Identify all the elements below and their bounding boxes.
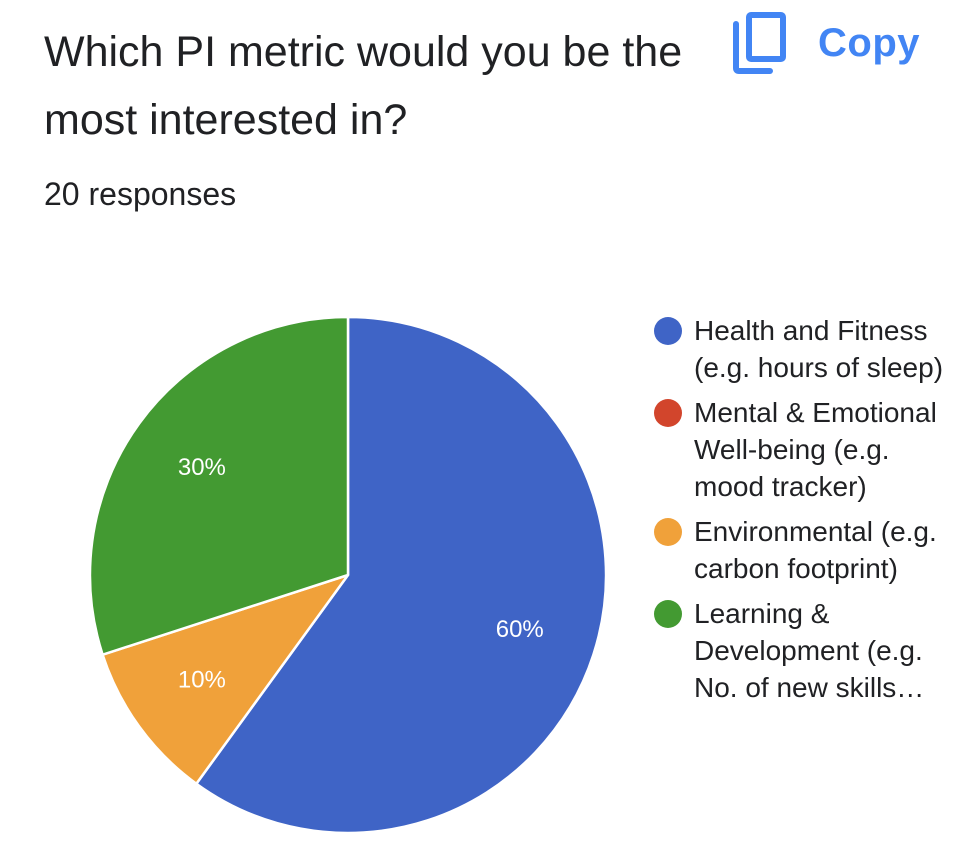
response-count: 20 responses — [44, 176, 237, 212]
chart-legend: Health and Fitness (e.g. hours of sleep)… — [652, 312, 952, 714]
legend-swatch-icon — [654, 399, 682, 427]
legend-item-2[interactable]: Environmental (e.g. carbon footprint) — [652, 513, 952, 587]
slice-label-3: 30% — [178, 454, 226, 481]
legend-label: Learning & Development (e.g. No. of new … — [694, 598, 925, 703]
copy-button[interactable]: Copy — [732, 10, 920, 76]
slice-label-2: 10% — [178, 666, 226, 693]
legend-item-3[interactable]: Learning & Development (e.g. No. of new … — [652, 595, 952, 706]
question-title: Which PI metric would you be the most in… — [44, 28, 683, 144]
legend-item-0[interactable]: Health and Fitness (e.g. hours of sleep) — [652, 312, 952, 386]
legend-label: Mental & Emotional Well-being (e.g. mood… — [694, 397, 937, 502]
legend-item-1[interactable]: Mental & Emotional Well-being (e.g. mood… — [652, 394, 952, 505]
pie-slice-2[interactable] — [101, 573, 350, 785]
copy-icon — [733, 12, 786, 74]
slice-label-0: 60% — [496, 616, 544, 643]
pie-slice-0[interactable] — [195, 315, 608, 835]
legend-swatch-icon — [654, 518, 682, 546]
copy-label: Copy — [818, 20, 920, 65]
legend-swatch-icon — [654, 317, 682, 345]
pie-slice-3[interactable] — [88, 315, 350, 656]
legend-label: Environmental (e.g. carbon footprint) — [694, 516, 937, 584]
legend-label: Health and Fitness (e.g. hours of sleep) — [694, 315, 944, 383]
legend-swatch-icon — [654, 600, 682, 628]
